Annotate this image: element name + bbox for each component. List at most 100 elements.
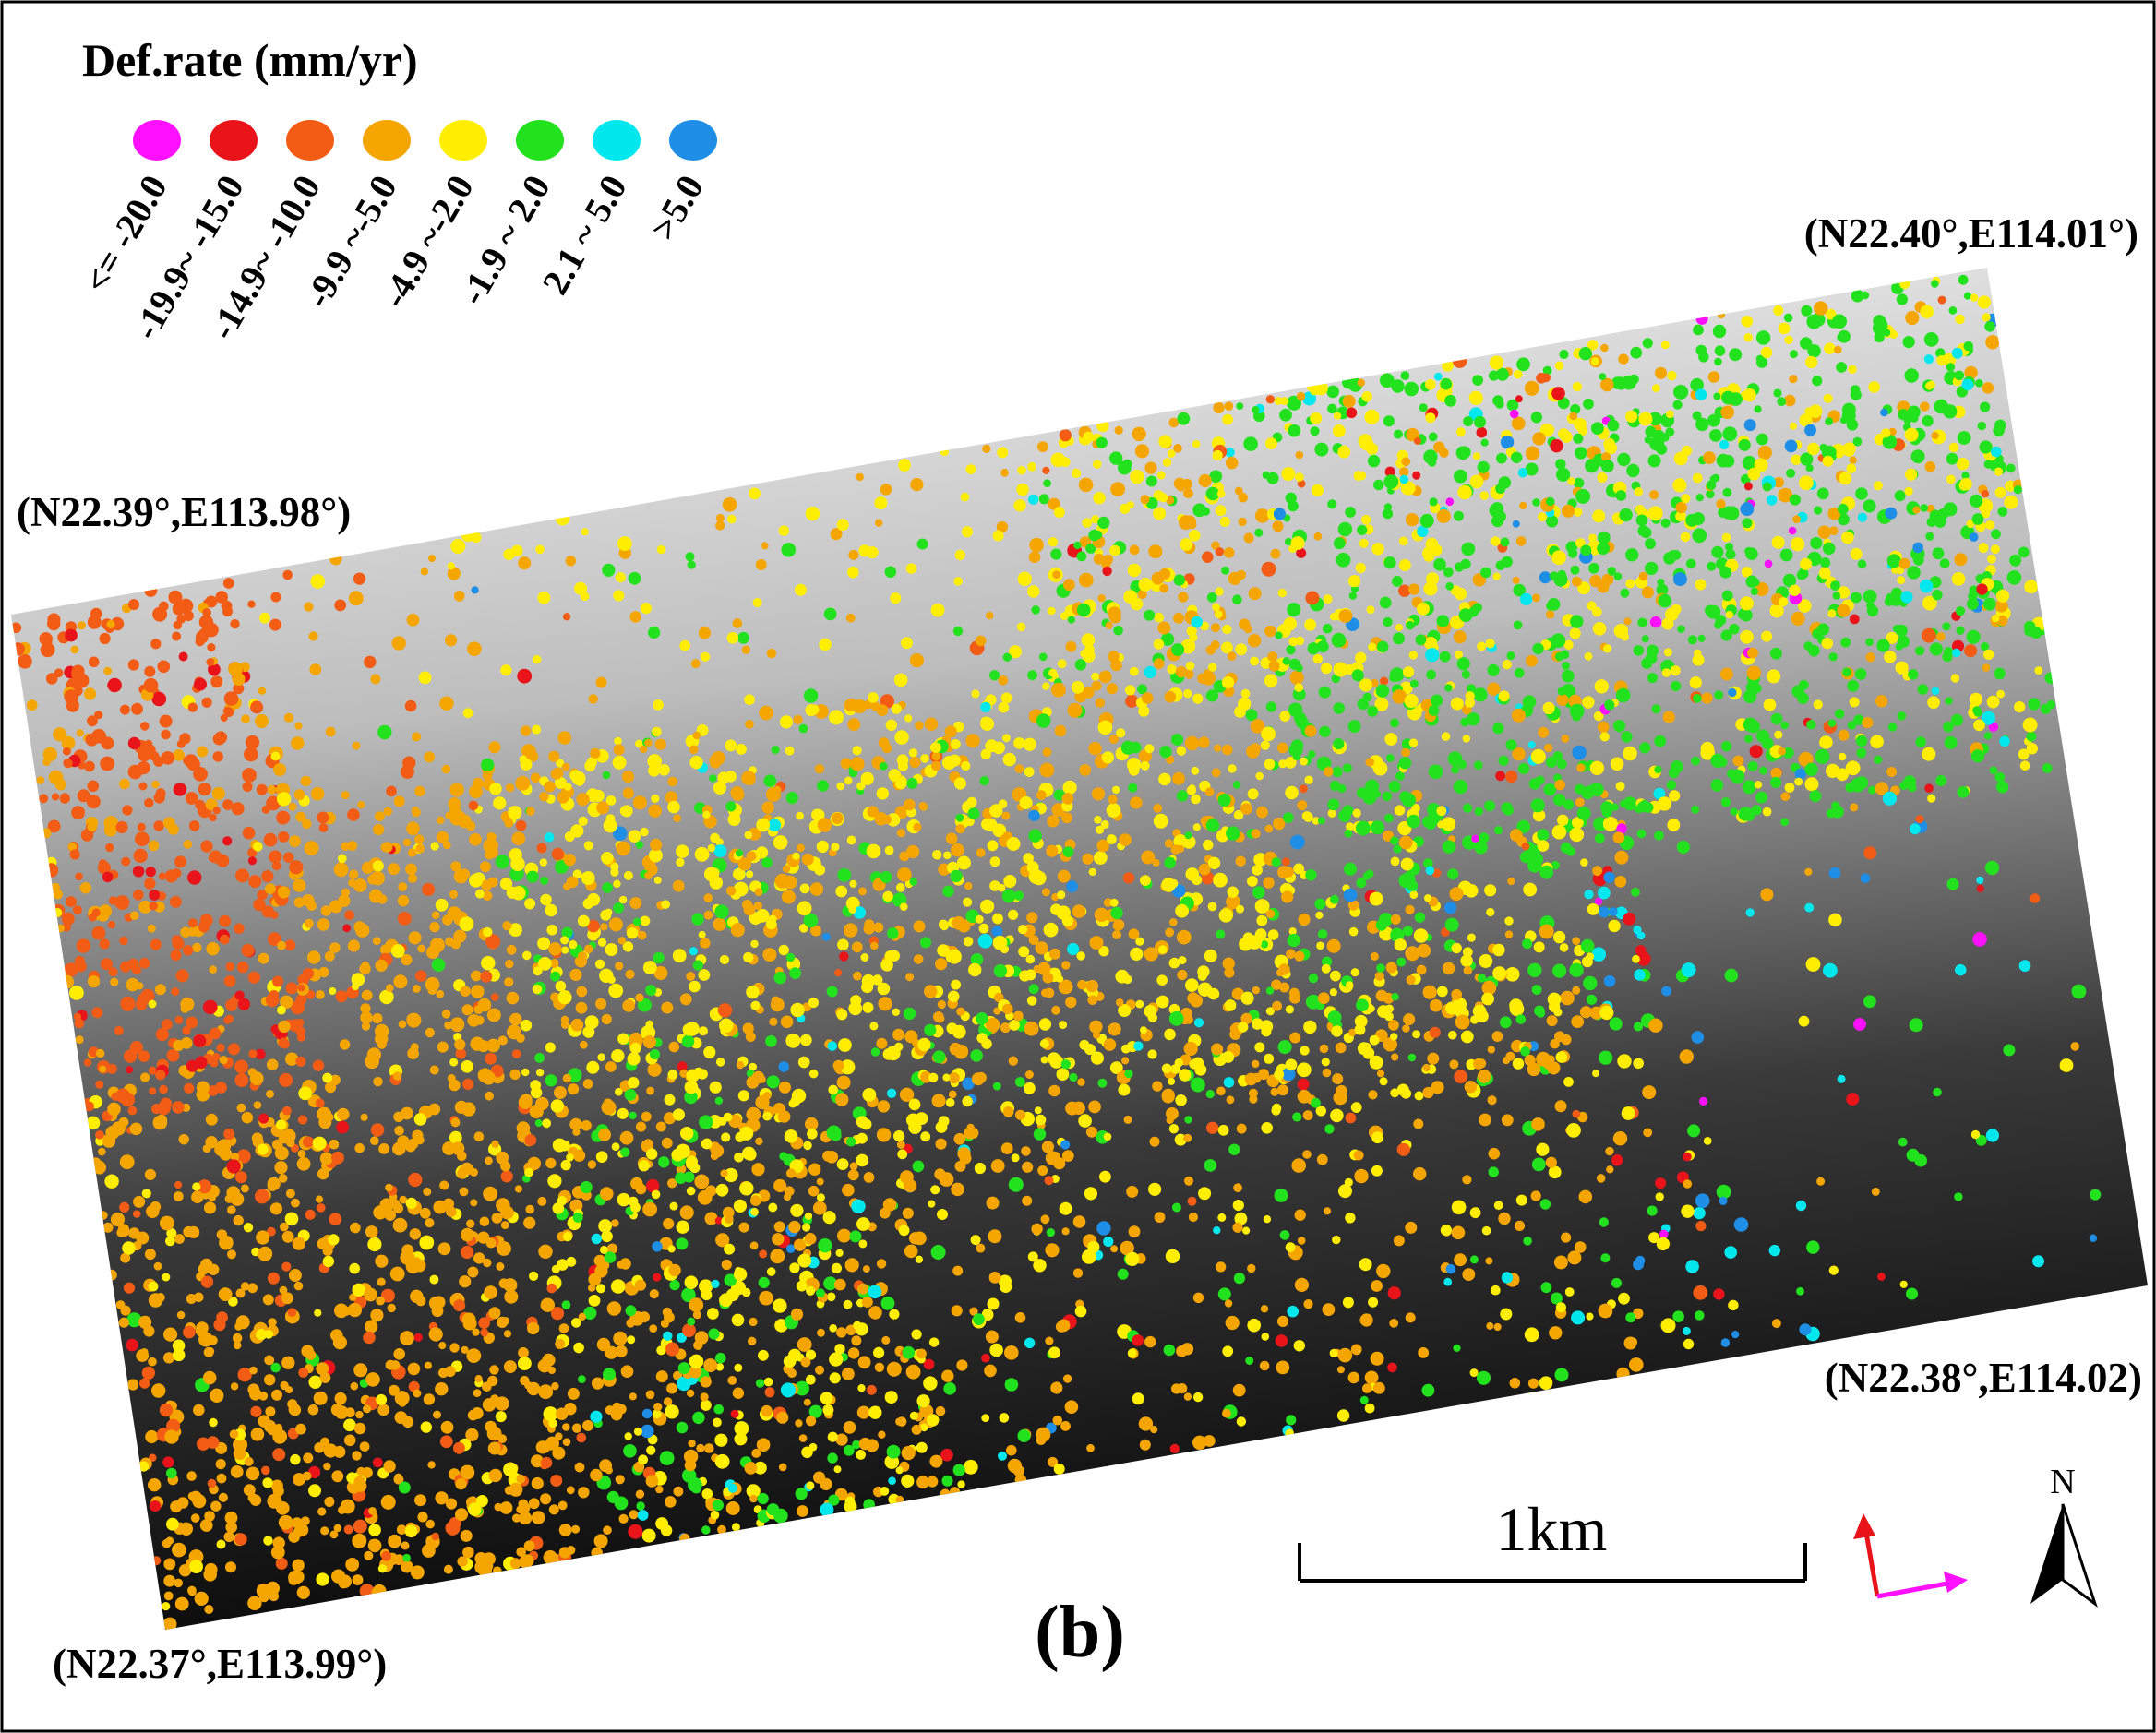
ps-point [1959, 477, 1972, 491]
ps-point [1400, 857, 1414, 871]
ps-point [144, 1249, 156, 1261]
ps-point [1173, 612, 1184, 624]
ps-point [1386, 754, 1395, 762]
ps-point [689, 1297, 704, 1312]
ps-point [902, 1207, 914, 1219]
ps-point [372, 860, 384, 872]
ps-point [1108, 735, 1119, 744]
ps-point [816, 1193, 825, 1202]
ps-point [1652, 384, 1660, 393]
ps-point [1511, 708, 1526, 723]
ps-point [676, 1220, 689, 1234]
ps-point [1629, 1357, 1644, 1372]
ps-point [1098, 946, 1109, 957]
ps-point [560, 1159, 571, 1171]
ps-point [640, 827, 649, 837]
ps-point [64, 962, 78, 977]
ps-point [444, 1366, 456, 1378]
ps-point [1542, 701, 1555, 715]
ps-point [1767, 495, 1778, 506]
ps-point [1217, 1124, 1229, 1136]
ps-point [1909, 1018, 1923, 1033]
ps-point [992, 530, 1004, 542]
ps-point [1356, 878, 1367, 889]
ps-point [1371, 678, 1379, 687]
ps-point [1000, 1280, 1012, 1294]
ps-point [629, 1392, 637, 1401]
ps-point [1056, 905, 1071, 920]
ps-point [508, 806, 522, 820]
ps-point [309, 663, 322, 675]
ps-point [1110, 1245, 1119, 1253]
ps-point [662, 1307, 673, 1318]
ps-point [1110, 482, 1125, 496]
ps-point [1855, 735, 1868, 747]
ps-point [638, 1454, 648, 1465]
ps-point [1076, 551, 1087, 562]
ps-point [144, 665, 156, 677]
ps-point [781, 890, 796, 904]
ps-point [161, 729, 171, 740]
ps-point [692, 960, 703, 971]
ps-point [500, 1170, 513, 1183]
ps-point [1357, 378, 1366, 387]
ps-point [1827, 719, 1837, 727]
ps-point [1521, 842, 1530, 851]
ps-point [344, 1420, 353, 1429]
ps-point [998, 701, 1010, 713]
ps-point [920, 1071, 932, 1083]
ps-point [188, 820, 200, 831]
ps-point [1625, 579, 1635, 589]
ps-point [365, 1320, 378, 1333]
ps-point [308, 1484, 321, 1498]
ps-point [1625, 410, 1638, 423]
ps-point [597, 938, 607, 947]
ps-point [951, 1182, 964, 1197]
ps-point [1388, 1020, 1399, 1031]
ps-point [439, 696, 454, 711]
ps-point [488, 1468, 503, 1483]
ps-point [1557, 397, 1570, 410]
ps-point [1532, 498, 1540, 507]
ps-point [895, 882, 905, 892]
ps-point [743, 951, 754, 963]
ps-point [1898, 295, 1908, 305]
ps-point [1254, 1042, 1265, 1053]
ps-point [1078, 477, 1094, 493]
ps-point [342, 924, 352, 933]
ps-point [274, 1161, 288, 1175]
ps-point [270, 592, 281, 603]
ps-point [225, 998, 238, 1011]
ps-point [223, 1129, 235, 1140]
ps-point [383, 807, 392, 817]
ps-point [341, 842, 350, 851]
ps-point [1883, 329, 1891, 337]
ps-point [1188, 1212, 1198, 1223]
ps-point [952, 1024, 966, 1039]
ps-point [713, 917, 726, 931]
ps-point [338, 1574, 353, 1588]
ps-point [1093, 1031, 1101, 1039]
ps-point [212, 751, 223, 762]
ps-point [924, 1023, 937, 1036]
ps-point [665, 1404, 679, 1419]
ps-point [268, 1272, 280, 1285]
ps-point [613, 744, 625, 756]
ps-point [725, 1501, 740, 1515]
ps-point [779, 1152, 788, 1161]
ps-point [836, 519, 849, 532]
ps-point [880, 871, 892, 883]
ps-point [880, 1487, 890, 1496]
ps-point [388, 863, 401, 876]
ps-point [1691, 805, 1700, 814]
ps-point [1336, 552, 1351, 568]
ps-point [558, 1323, 569, 1333]
ps-point [829, 710, 844, 725]
ps-point [1560, 990, 1575, 1006]
ps-point [317, 1203, 326, 1213]
ps-point [644, 871, 653, 880]
ps-point [851, 1335, 862, 1346]
ps-point [1510, 829, 1523, 842]
ps-point [1276, 742, 1288, 754]
ps-point [1278, 963, 1290, 975]
